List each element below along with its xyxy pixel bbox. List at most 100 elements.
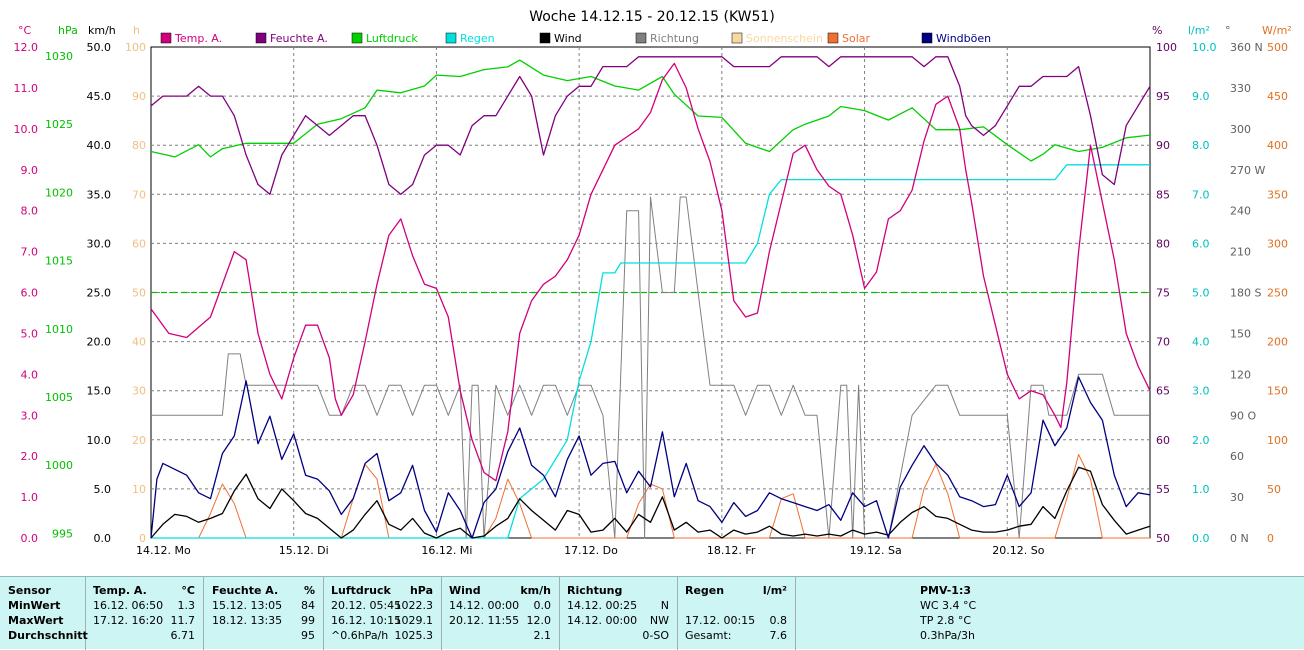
press-header: Luftdruck (331, 584, 391, 597)
wm2-tick-label: 100 (1267, 434, 1288, 447)
kmh-tick-label: 40.0 (87, 139, 112, 152)
legend-label: Feuchte A. (270, 32, 328, 45)
temp-max-time: 17.12. 16:20 (93, 614, 164, 627)
weather-chart: Woche 14.12.15 - 20.12.15 (KW51) °C 0.0 1.0… (14, 9, 1292, 557)
temp-unit-label: °C (18, 24, 32, 37)
h-tick-label: 30 (132, 385, 146, 398)
legend-swatch (160, 32, 172, 44)
legend-label: Richtung (650, 32, 699, 45)
hum-max-time: 18.12. 13:35 (212, 614, 283, 627)
stats-table: Sensor MinWert MaxWert Durchschnitt Temp… (0, 576, 1304, 650)
temp-tick-label: 12.0 (14, 41, 39, 54)
rain-tick-label: 2.0 (1192, 434, 1210, 447)
legend-label: Wind (554, 32, 582, 45)
wm2-tick-label: 0 (1267, 532, 1274, 545)
col-pressure: Luftdruck hPa 20.12. 05:45 1022.3 16.12.… (324, 577, 442, 650)
temp-tick-label: 5.0 (21, 327, 39, 340)
kmh-tick-label: 10.0 (87, 434, 112, 447)
wind-min-time: 14.12. 00:00 (449, 599, 520, 612)
h-tick-label: 70 (132, 188, 146, 201)
pct-tick-label: 85 (1156, 188, 1170, 201)
x-tick-label: 14.12. Mo (136, 544, 191, 557)
h-tick-label: 10 (132, 483, 146, 496)
deg-tick-label: 180 S (1230, 287, 1261, 300)
pct-tick-label: 100 (1156, 41, 1177, 54)
h-tick-label: 100 (125, 41, 146, 54)
wind-avg-value: 2.1 (533, 629, 552, 642)
wind-unit: km/h (520, 584, 551, 597)
press-trend: ^0.6hPa/h (331, 629, 389, 642)
temp-tick-label: 6.0 (21, 287, 39, 300)
series-line-feuchte-a (150, 56, 1151, 195)
temp-max-value: 11.7 (170, 614, 196, 627)
x-tick-label: 15.12. Di (279, 544, 329, 557)
h-tick-label: 80 (132, 139, 146, 152)
legend-swatch (351, 32, 363, 44)
legend-swatch (731, 32, 743, 44)
rain-total-label: Gesamt: (685, 629, 732, 642)
kmh-tick-label: 0.0 (94, 532, 112, 545)
deg-tick-label: 330 (1230, 82, 1251, 95)
wm2-tick-label: 50 (1267, 483, 1281, 496)
legend-swatch (539, 32, 551, 44)
temp-tick-label: 8.0 (21, 205, 39, 218)
sensor-header: Sensor (8, 584, 51, 597)
wind-max-time: 20.12. 11:55 (449, 614, 520, 627)
series-line-luftdruck (150, 59, 1151, 162)
deg-tick-label: 0 N (1230, 532, 1249, 545)
h-unit-label: h (133, 24, 140, 37)
pct-tick-label: 65 (1156, 385, 1170, 398)
hum-avg-value: 95 (301, 629, 315, 642)
series-line-richtung (151, 196, 1150, 539)
pmv-header: PMV-1:3 (920, 584, 971, 597)
wm2-tick-label: 250 (1267, 287, 1288, 300)
press-min-time: 20.12. 05:45 (331, 599, 402, 612)
wm2-tick-label: 150 (1267, 385, 1288, 398)
col-temp: Temp. A. °C 16.12. 06:50 1.3 17.12. 16:2… (86, 577, 204, 650)
hpa-tick-label: 1015 (45, 255, 73, 268)
col-wind: Wind km/h 14.12. 00:00 0.0 20.12. 11:55 … (442, 577, 560, 650)
wm2-tick-label: 300 (1267, 237, 1288, 250)
series-line-wind (150, 466, 1151, 539)
legend-label: Solar (842, 32, 871, 45)
press-unit: hPa (409, 584, 433, 597)
x-tick-label: 18.12. Fr (707, 544, 756, 557)
x-tick-label: 16.12. Mi (421, 544, 472, 557)
pmv-dew-point: TP 2.8 °C (920, 614, 972, 627)
hpa-tick-label: 1000 (45, 459, 73, 472)
pct-tick-label: 50 (1156, 532, 1170, 545)
kmh-tick-label: 20.0 (87, 336, 112, 349)
kmh-tick-label: 35.0 (87, 188, 112, 201)
temp-unit: °C (181, 584, 195, 597)
hpa-tick-label: 1020 (45, 186, 73, 199)
temp-tick-label: 1.0 (21, 491, 39, 504)
x-tick-label: 20.12. So (992, 544, 1044, 557)
temp-tick-label: 10.0 (14, 123, 39, 136)
legend-swatch (255, 32, 267, 44)
deg-tick-label: 300 (1230, 123, 1251, 136)
wind-header: Wind (449, 584, 481, 597)
row-label-avg: Durchschnitt (8, 629, 88, 642)
hpa-tick-label: 1030 (45, 50, 73, 63)
temp-header: Temp. A. (93, 584, 147, 597)
deg-tick-label: 270 W (1230, 164, 1265, 177)
press-max-time: 16.12. 10:15 (331, 614, 402, 627)
pct-tick-label: 80 (1156, 237, 1170, 250)
legend-label: Regen (460, 32, 495, 45)
rain-tick-label: 4.0 (1192, 336, 1210, 349)
hum-min-value: 84 (301, 599, 315, 612)
press-avg-value: 1025.3 (394, 629, 434, 642)
col-sensor: Sensor MinWert MaxWert Durchschnitt (0, 577, 88, 650)
rain-tick-label: 8.0 (1192, 139, 1210, 152)
h-tick-label: 0 (139, 532, 146, 545)
pct-tick-label: 70 (1156, 336, 1170, 349)
h-tick-label: 90 (132, 90, 146, 103)
series-line-windböen (150, 376, 1151, 539)
legend-label: Luftdruck (366, 32, 418, 45)
press-max-value: 1029.1 (394, 614, 434, 627)
hpa-tick-label: 1025 (45, 118, 73, 131)
legend-swatch (445, 32, 457, 44)
deg-tick-label: 60 (1230, 450, 1244, 463)
rain-header: Regen (685, 584, 725, 597)
hum-header: Feuchte A. (212, 584, 279, 597)
